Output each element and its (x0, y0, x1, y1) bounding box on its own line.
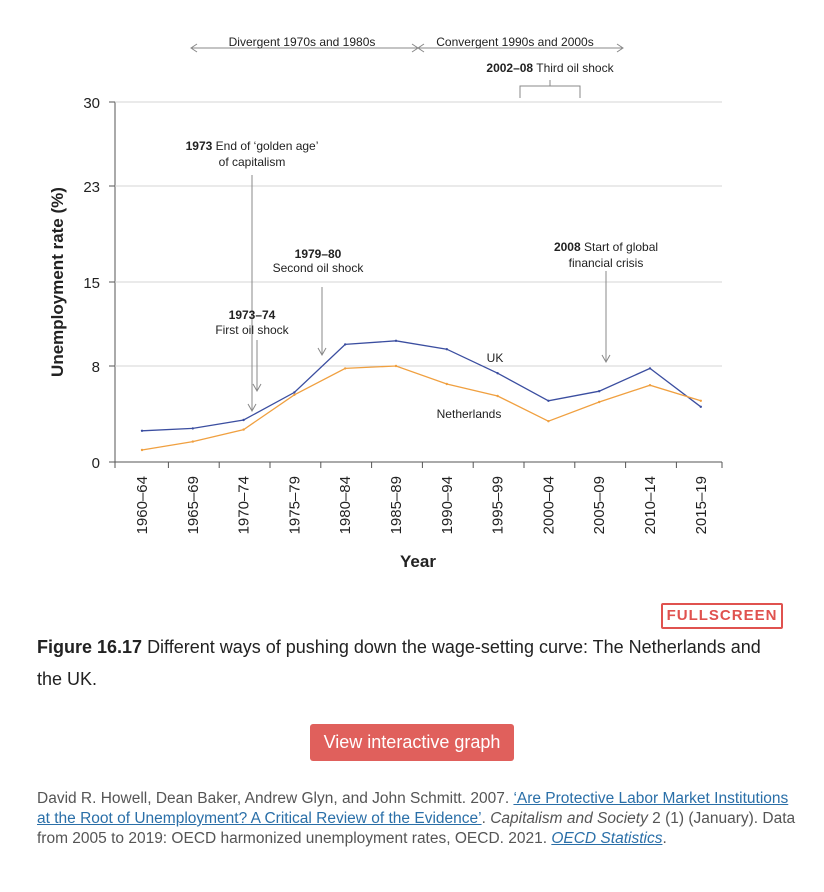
annotation-financial-crisis-line2: financial crisis (569, 256, 644, 270)
y-tick-label-0: 0 (92, 455, 100, 472)
annotation-third-oil-shock: 2002–08 Third oil shock (486, 61, 614, 75)
data-point-netherlands-5 (394, 364, 398, 368)
data-point-netherlands-9 (598, 400, 601, 404)
y-tick-label-8: 8 (92, 359, 100, 376)
period-label-convergent: Convergent 1990s and 2000s (436, 35, 593, 49)
data-point-uk-11 (699, 405, 702, 408)
x-tick-label-1985–89: 1985–89 (388, 476, 405, 534)
data-point-netherlands-0 (140, 448, 144, 452)
annotation-second-oil-shock-year: 1979–80 (295, 247, 342, 261)
data-point-netherlands-6 (445, 382, 448, 386)
source-article-link[interactable]: ‘Are Protective Labor Market Institution… (37, 790, 789, 827)
x-tick-label-1965–69: 1965–69 (185, 476, 202, 534)
data-point-netherlands-3 (293, 393, 296, 396)
data-point-uk-0 (140, 429, 144, 432)
data-point-uk-4 (344, 343, 347, 346)
arrow-golden-age (247, 175, 257, 413)
series-label-netherlands: Netherlands (437, 407, 502, 421)
x-tick-label-2010–14: 2010–14 (642, 476, 659, 534)
data-point-uk-8 (547, 399, 550, 402)
data-point-netherlands-8 (547, 420, 550, 423)
x-axis-label: Year (400, 552, 436, 571)
annotation-first-oil-shock-year: 1973–74 (229, 308, 276, 322)
data-point-netherlands-10 (648, 384, 652, 387)
x-tick-label-2015–19: 2015–19 (693, 476, 710, 534)
data-point-uk-2 (242, 418, 245, 422)
figure-caption-text: Different ways of pushing down the wage-… (37, 637, 761, 689)
line-chart: Divergent 1970s and 1980s Convergent 199… (48, 35, 723, 571)
y-tick-label-15: 15 (83, 275, 100, 292)
data-point-uk-7 (496, 372, 499, 375)
source-after-link: . (481, 810, 491, 827)
x-tick-label-1995–99: 1995–99 (490, 476, 507, 534)
data-point-netherlands-1 (191, 440, 194, 443)
data-point-uk-5 (394, 339, 398, 342)
annotation-golden-age-line2: of capitalism (219, 155, 286, 169)
x-tick-label-2000–04: 2000–04 (540, 476, 557, 534)
figure-number: Figure 16.17 (37, 637, 143, 657)
y-axis-label: Unemployment rate (%) (48, 187, 67, 377)
data-point-uk-9 (598, 390, 601, 393)
source-details: 2 (1) (January). Data from 2005 to 2019:… (37, 810, 796, 847)
series-line-uk (141, 340, 702, 432)
data-point-netherlands-2 (242, 428, 245, 431)
source-oecd-link[interactable]: OECD Statistics (551, 830, 663, 847)
annotation-second-oil-shock: Second oil shock (273, 261, 365, 275)
data-point-uk-6 (445, 348, 448, 351)
period-arrows (190, 43, 624, 53)
data-point-uk-10 (648, 367, 652, 370)
x-tick-label-1975–79: 1975–79 (286, 476, 303, 534)
y-tick-label-23: 23 (83, 179, 100, 196)
series-line-netherlands (141, 365, 701, 451)
source-authors: David R. Howell, Dean Baker, Andrew Glyn… (37, 790, 514, 807)
source-journal: Capitalism and Society (490, 810, 648, 827)
data-point-netherlands-11 (699, 399, 702, 402)
annotation-first-oil-shock: First oil shock (215, 323, 289, 337)
annotation-golden-age: 1973 End of ‘golden age’ (186, 139, 319, 153)
x-tick-label-1970–74: 1970–74 (236, 476, 253, 534)
y-tick-label-30: 30 (83, 95, 100, 112)
data-point-uk-3 (293, 391, 296, 394)
third-oil-shock-bracket (519, 80, 581, 98)
data-point-netherlands-4 (344, 367, 347, 370)
period-label-divergent: Divergent 1970s and 1980s (229, 35, 376, 49)
figure-caption: Figure 16.17 Different ways of pushing d… (37, 631, 777, 695)
x-tick-label-1980–84: 1980–84 (337, 476, 354, 534)
data-point-netherlands-7 (496, 394, 499, 398)
arrow-financial-crisis (601, 271, 611, 364)
source-end: . (662, 830, 667, 847)
fullscreen-button[interactable]: FULLSCREEN (661, 603, 783, 629)
data-point-uk-1 (191, 427, 194, 430)
series-label-uk: UK (487, 351, 504, 365)
x-tick-label-2005–09: 2005–09 (591, 476, 608, 534)
x-tick-label-1990–94: 1990–94 (439, 476, 456, 534)
arrow-first-oil-shock (252, 340, 262, 393)
source-citation: David R. Howell, Dean Baker, Andrew Glyn… (37, 789, 797, 849)
x-tick-label-1960–64: 1960–64 (134, 476, 151, 534)
arrow-second-oil-shock (317, 287, 327, 357)
view-interactive-graph-button[interactable]: View interactive graph (310, 724, 514, 761)
annotation-financial-crisis: 2008 Start of global (554, 240, 658, 254)
